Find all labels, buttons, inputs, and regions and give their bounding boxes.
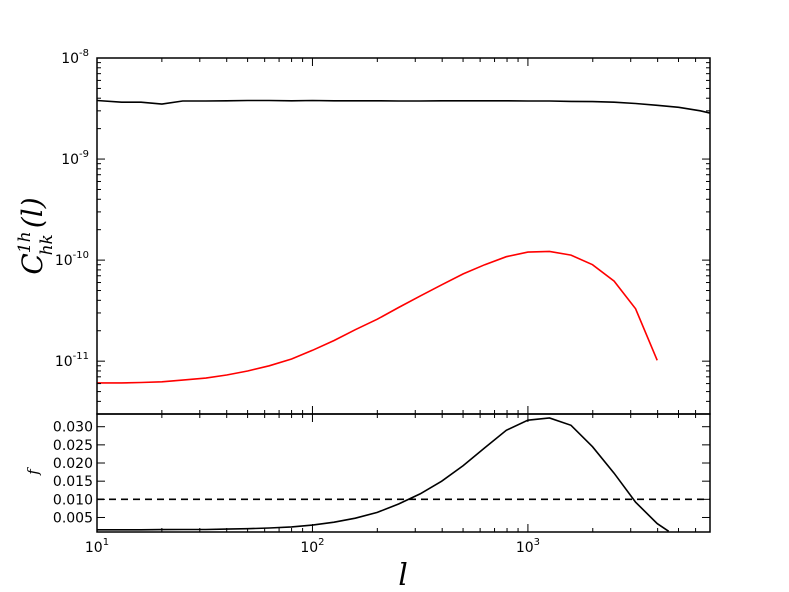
f-tick-label: 0.030 bbox=[53, 420, 93, 436]
f-tick-label: 0.010 bbox=[53, 492, 93, 508]
top-panel-frame bbox=[96, 57, 711, 415]
y-tick-label: 10-8 bbox=[61, 48, 89, 67]
top-series-line-0 bbox=[97, 99, 710, 114]
y-tick-label: 10-10 bbox=[55, 250, 89, 269]
x-tick-label: 103 bbox=[516, 537, 540, 556]
bottom-series-line bbox=[97, 417, 670, 532]
top-y-axis-label: C1h hk(l) bbox=[15, 197, 57, 274]
bottom-y-axis-label: f bbox=[24, 467, 42, 476]
x-tick-label: 102 bbox=[300, 537, 324, 556]
f-tick-label: 0.020 bbox=[53, 456, 93, 472]
bottom-panel-frame bbox=[96, 413, 711, 533]
f-tick-label: 0.005 bbox=[53, 510, 93, 526]
f-tick-label: 0.025 bbox=[53, 438, 93, 454]
axis-ticks: 101 102 103 10-8 10-9 10-10 10-11 0.005 0.010 0.0… bbox=[53, 48, 711, 556]
x-tick-label: 101 bbox=[85, 537, 109, 556]
top-panel-marks bbox=[97, 99, 710, 384]
bottom-panel-marks bbox=[97, 417, 710, 532]
top-series-line-1 bbox=[97, 250, 658, 384]
y-tick-label: 10-11 bbox=[55, 351, 89, 370]
x-axis-label: l bbox=[398, 558, 408, 592]
f-tick-label: 0.015 bbox=[53, 474, 93, 490]
y-tick-label: 10-9 bbox=[61, 149, 89, 168]
